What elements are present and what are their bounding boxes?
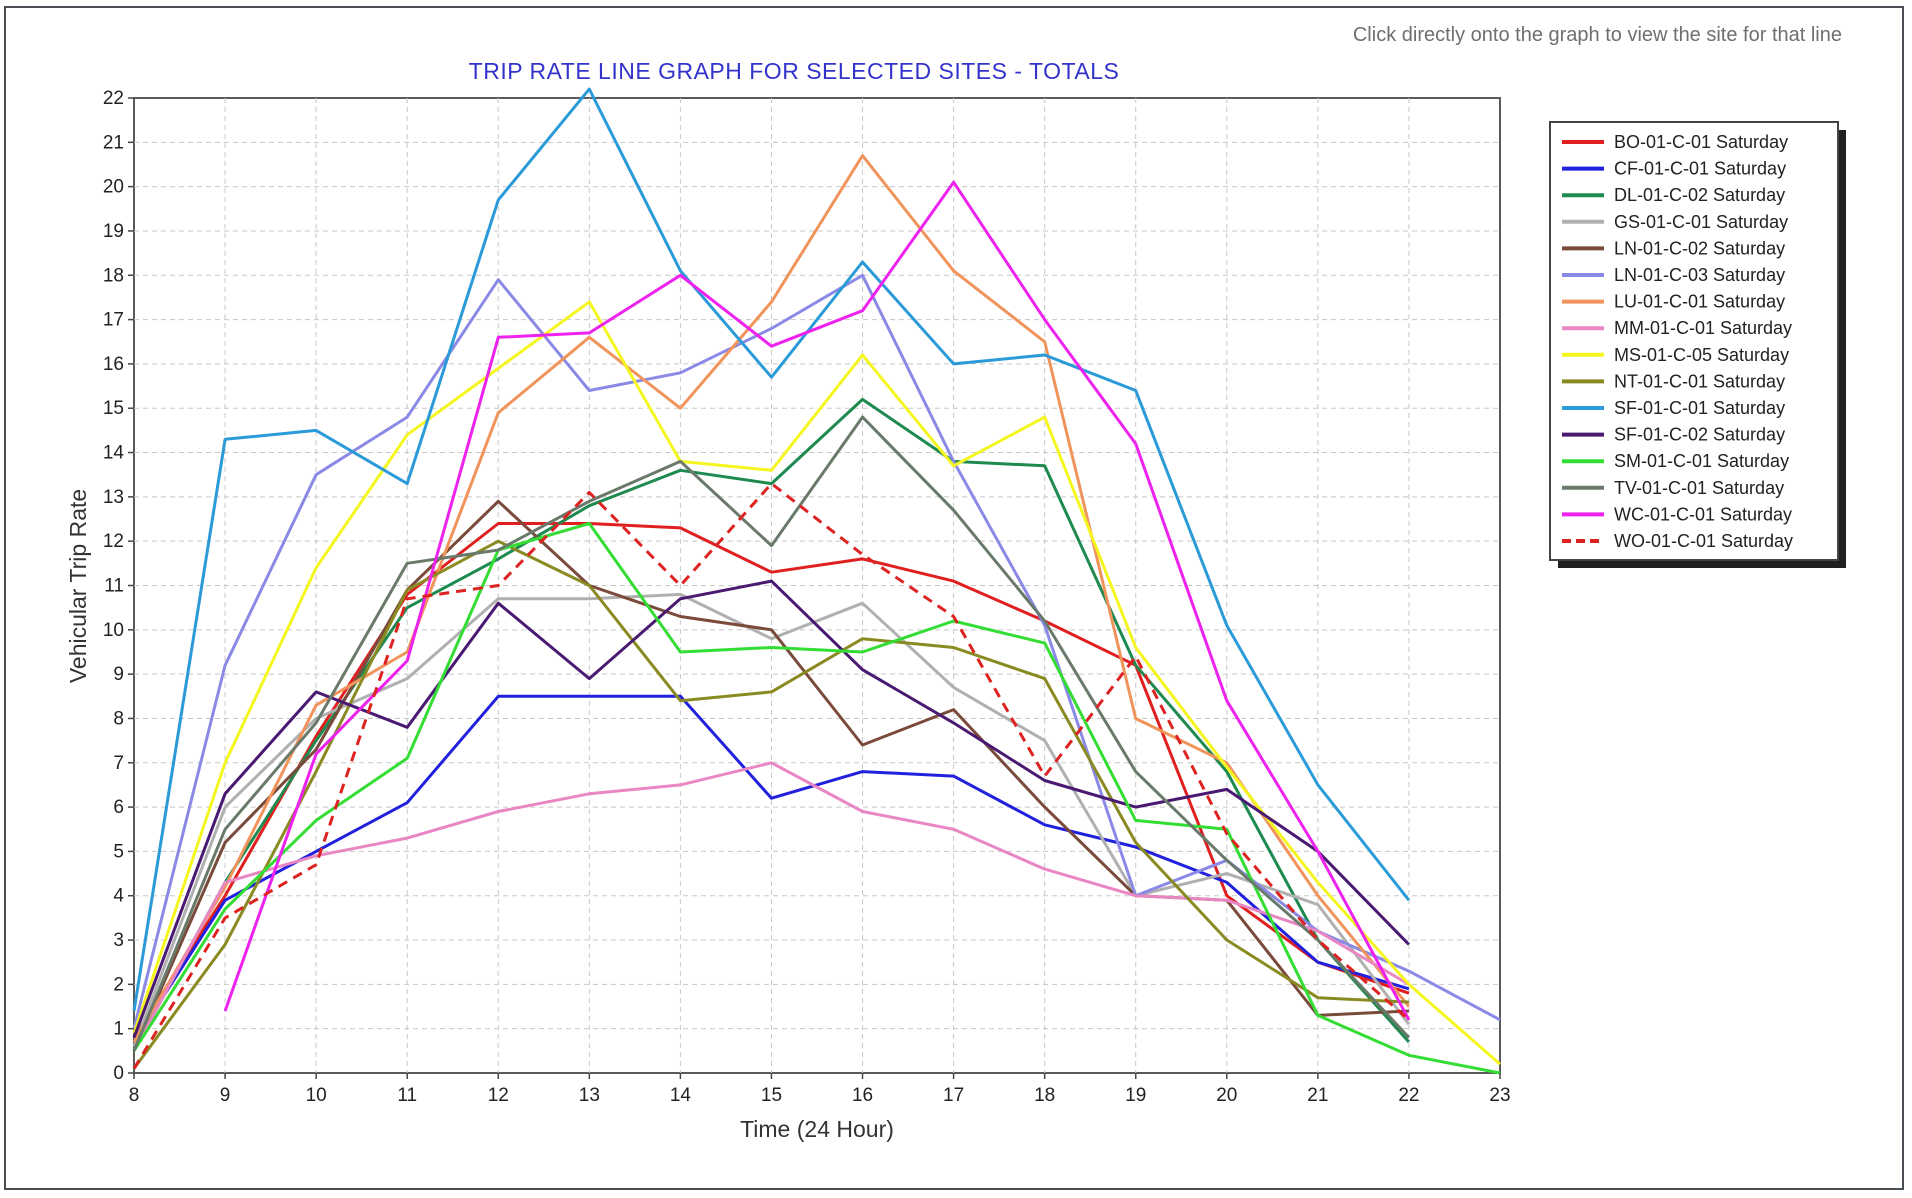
legend: BO-01-C-01 Saturday CF-01-C-01 Saturday DL…: [1549, 121, 1846, 568]
y-tick-label: 12: [103, 531, 124, 552]
y-tick-label: 3: [113, 930, 124, 951]
legend-label: WO-01-C-01 Saturday: [1614, 531, 1793, 551]
series-line-wo-01-c-01[interactable]: [132, 482, 1410, 1070]
legend-label: WC-01-C-01 Saturday: [1614, 504, 1792, 524]
y-tick-label: 10: [103, 620, 124, 641]
legend-label: DL-01-C-02 Saturday: [1614, 185, 1785, 205]
series-line-ms-01-c-05[interactable]: [132, 300, 1501, 1066]
y-tick-label: 11: [104, 576, 124, 597]
y-axis-label: Vehicular Trip Rate: [65, 489, 91, 683]
legend-label: LN-01-C-02 Saturday: [1614, 238, 1785, 258]
series-lines[interactable]: [132, 87, 1501, 1075]
series-line-sf-01-c-01[interactable]: [132, 87, 1411, 1012]
x-tick-label: 15: [761, 1085, 782, 1106]
x-tick-label: 10: [306, 1085, 327, 1106]
y-tick-label: 15: [103, 398, 124, 419]
legend-label: SM-01-C-01 Saturday: [1614, 451, 1789, 471]
series-line-tv-01-c-01[interactable]: [132, 415, 1410, 1052]
x-tick-label: 11: [397, 1085, 417, 1106]
x-tick-label: 19: [1125, 1085, 1146, 1106]
x-tick-label: 16: [852, 1085, 873, 1106]
x-tick-label: 18: [1034, 1085, 1055, 1106]
y-tick-label: 2: [113, 974, 124, 995]
y-tick-label: 7: [113, 753, 124, 774]
legend-label: GS-01-C-01 Saturday: [1614, 212, 1788, 232]
series-line-wc-01-c-01[interactable]: [223, 180, 1411, 1021]
legend-label: CF-01-C-01 Saturday: [1614, 159, 1786, 179]
x-tick-label: 12: [488, 1085, 509, 1106]
x-tick-label: 14: [670, 1085, 692, 1106]
y-tick-label: 13: [103, 487, 124, 508]
click-hint: Click directly onto the graph to view th…: [1352, 24, 1842, 46]
y-tick-label: 20: [103, 177, 124, 198]
x-tick-label: 8: [129, 1085, 140, 1106]
x-tick-label: 20: [1216, 1085, 1237, 1106]
series-line-lu-01-c-01[interactable]: [132, 154, 1411, 1043]
legend-label: LU-01-C-01 Saturday: [1614, 292, 1785, 312]
y-tick-label: 14: [103, 443, 125, 464]
y-tick-label: 17: [103, 310, 124, 331]
x-tick-label: 21: [1307, 1085, 1328, 1106]
y-tick-label: 1: [113, 1019, 124, 1040]
series-line-nt-01-c-01[interactable]: [132, 539, 1409, 1070]
y-tick-label: 22: [103, 88, 124, 109]
series-line-mm-01-c-01[interactable]: [132, 761, 1410, 1052]
legend-label: NT-01-C-01 Saturday: [1614, 371, 1785, 391]
x-tick-label: 13: [579, 1085, 600, 1106]
chart-title: TRIP RATE LINE GRAPH FOR SELECTED SITES …: [469, 58, 1120, 84]
legend-label: BO-01-C-01 Saturday: [1614, 132, 1788, 152]
y-tick-label: 0: [113, 1063, 124, 1084]
y-tick-label: 8: [113, 708, 124, 729]
axis-ticks: 8 9 10 11 12 13 14 15 16 17 18 19 20 21 22 230123456789…: [103, 88, 1511, 1106]
x-tick-label: 22: [1398, 1085, 1419, 1106]
y-tick-label: 19: [103, 221, 124, 242]
legend-label: TV-01-C-01 Saturday: [1614, 478, 1784, 498]
legend-label: MS-01-C-05 Saturday: [1614, 345, 1789, 365]
y-tick-label: 16: [103, 354, 124, 375]
legend-label: LN-01-C-03 Saturday: [1614, 265, 1785, 285]
series-line-ln-01-c-03[interactable]: [132, 273, 1501, 1030]
y-tick-label: 21: [103, 132, 124, 153]
legend-label: MM-01-C-01 Saturday: [1614, 318, 1792, 338]
y-tick-label: 18: [103, 265, 124, 286]
x-tick-label: 17: [943, 1085, 964, 1106]
y-tick-label: 6: [113, 797, 124, 818]
legend-label: SF-01-C-01 Saturday: [1614, 398, 1785, 418]
y-tick-label: 9: [113, 664, 124, 685]
x-tick-label: 23: [1489, 1085, 1510, 1106]
y-tick-label: 5: [113, 841, 124, 862]
x-tick-label: 9: [220, 1085, 231, 1106]
series-line-sf-01-c-02[interactable]: [132, 579, 1410, 1039]
series-line-sm-01-c-01[interactable]: [132, 522, 1501, 1075]
x-axis-label: Time (24 Hour): [740, 1116, 894, 1142]
legend-label: SF-01-C-02 Saturday: [1614, 425, 1785, 445]
y-tick-label: 4: [113, 886, 124, 907]
